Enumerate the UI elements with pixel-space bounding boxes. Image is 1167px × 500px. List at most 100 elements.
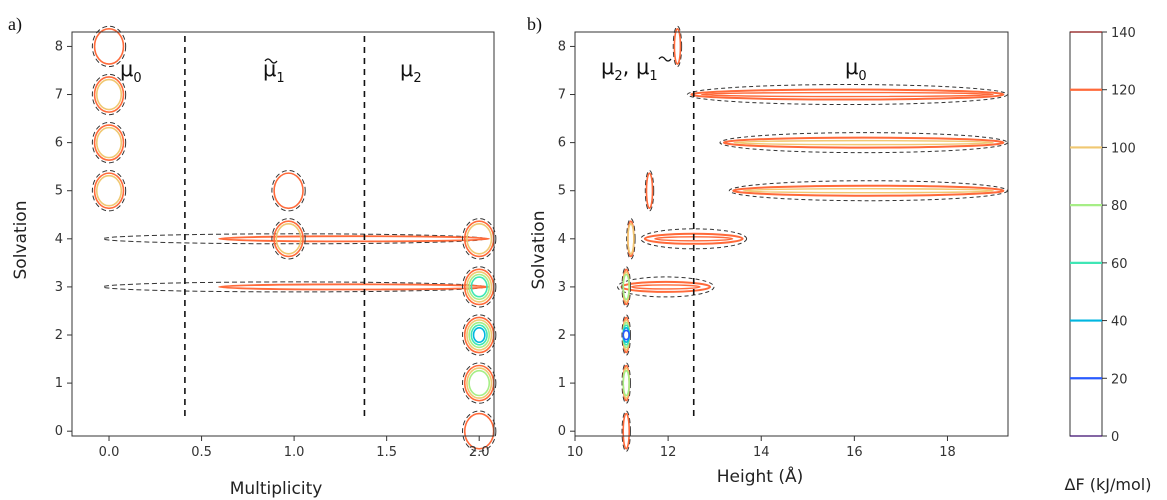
- contour-level: [621, 410, 631, 452]
- contour-level: [673, 28, 682, 65]
- x-tick-label: 12: [660, 445, 677, 460]
- y-tick-label: 5: [558, 184, 566, 199]
- colorbar: 0 20 40 60 80 100 120 140 ΔF (kJ/mol): [1065, 26, 1152, 494]
- contour-level: [627, 223, 635, 255]
- x-tick-label: 14: [753, 445, 770, 460]
- contour-level: [466, 367, 493, 399]
- contour-level: [462, 218, 497, 260]
- y-tick-label: 4: [558, 232, 566, 247]
- panel-a-dividers: [184, 36, 366, 418]
- contour-level: [273, 172, 304, 210]
- contour-channel-level: [218, 235, 491, 243]
- panel-b-frame: [574, 31, 1009, 437]
- panel-b-label: b): [527, 14, 542, 35]
- contour-level: [466, 271, 493, 303]
- contour-level: [273, 220, 304, 258]
- contour-level: [93, 28, 125, 65]
- contour-channel: [102, 281, 486, 293]
- contour-level: [672, 25, 683, 68]
- contour-channel: [102, 233, 486, 245]
- y-tick-label: 2: [55, 328, 63, 343]
- contour-level: [622, 329, 631, 341]
- panel-a-ticks: 0.0 0.5 1.0 1.5 2.0 0 1 2 3 4 5 6 7 8: [55, 39, 490, 460]
- colorbar-label: ΔF (kJ/mol): [1065, 475, 1152, 494]
- x-tick-label: 0.5: [191, 445, 212, 460]
- contour-level: [472, 326, 486, 343]
- panel-a-frame: [71, 31, 495, 437]
- contour-band: [643, 232, 744, 245]
- y-tick-label: 6: [55, 136, 63, 151]
- contour-level: [462, 410, 497, 452]
- y-tick-label: 0: [55, 424, 63, 439]
- contour-level: [271, 218, 306, 260]
- contour-level: [91, 25, 127, 68]
- contour-level: [644, 170, 655, 212]
- x-tick-label: 0.0: [99, 445, 120, 460]
- panel-a-ylabel: Solvation: [11, 201, 31, 280]
- y-tick-label: 4: [55, 232, 63, 247]
- panel-b-region-mu2-mu1: μ2, μ1: [601, 55, 658, 84]
- panel-b-xlabel: Height (Å): [717, 465, 804, 487]
- contour-level: [468, 273, 491, 301]
- contour-band-inner: [742, 188, 995, 194]
- x-tick-label: 16: [846, 445, 863, 460]
- contour-level: [621, 314, 631, 356]
- colorbar-tick-label: 100: [1111, 141, 1136, 156]
- colorbar-levels: [1070, 31, 1102, 437]
- colorbar-tick-label: 140: [1111, 26, 1136, 41]
- x-tick-label: 10: [567, 445, 584, 460]
- y-tick-label: 1: [558, 376, 566, 391]
- y-tick-label: 8: [55, 39, 63, 54]
- contour-level: [626, 218, 636, 260]
- contour-channel-level: [218, 283, 491, 291]
- y-tick-label: 3: [55, 280, 63, 295]
- contour-level: [622, 412, 631, 450]
- contour-level: [275, 223, 302, 255]
- contour-level: [95, 126, 123, 159]
- colorbar-tick-label: 80: [1111, 199, 1128, 214]
- y-tick-label: 7: [55, 88, 63, 103]
- contour-band: [732, 184, 1005, 197]
- y-tick-label: 5: [55, 184, 63, 199]
- colorbar-tick-label: 120: [1111, 84, 1136, 99]
- contour-band-outer: [719, 132, 1008, 154]
- contour-level: [95, 174, 123, 207]
- contour-band-outer: [640, 228, 748, 250]
- contour-band: [690, 88, 1005, 101]
- panel-a-region-mu1-tilde: μ1: [263, 57, 285, 86]
- colorbar-tick-label: 40: [1111, 315, 1128, 330]
- contour-band: [620, 280, 712, 293]
- contour-band-outer: [617, 276, 715, 298]
- x-tick-label: 1.0: [284, 445, 305, 460]
- contour-level: [271, 170, 306, 212]
- colorbar-tick-label: 20: [1111, 372, 1128, 387]
- contour-level: [95, 78, 123, 111]
- tilde-mark: [264, 58, 278, 64]
- panel-a-contours: [91, 25, 497, 452]
- contour-level: [93, 172, 125, 210]
- x-tick-label: 2.0: [469, 445, 490, 460]
- contour-level: [91, 170, 127, 212]
- panel-b-contours: [617, 25, 1008, 452]
- contour-level: [468, 321, 491, 349]
- contour-level: [645, 172, 654, 210]
- contour-level: [470, 324, 488, 346]
- panel-b-ylabel: Solvation: [529, 211, 549, 290]
- y-tick-label: 6: [558, 136, 566, 151]
- contour-level: [462, 266, 497, 308]
- contour-level: [463, 412, 495, 450]
- contour-level: [622, 273, 631, 301]
- contour-level: [93, 124, 125, 162]
- contour-level: [621, 362, 631, 404]
- y-tick-label: 1: [55, 376, 63, 391]
- contour-level: [468, 369, 491, 397]
- contour-level: [621, 266, 631, 308]
- contour-band-inner: [700, 91, 995, 98]
- contour-band-inner: [630, 284, 701, 290]
- contour-level: [91, 121, 127, 164]
- contour-level: [466, 223, 493, 255]
- colorbar-frame: [1069, 31, 1103, 437]
